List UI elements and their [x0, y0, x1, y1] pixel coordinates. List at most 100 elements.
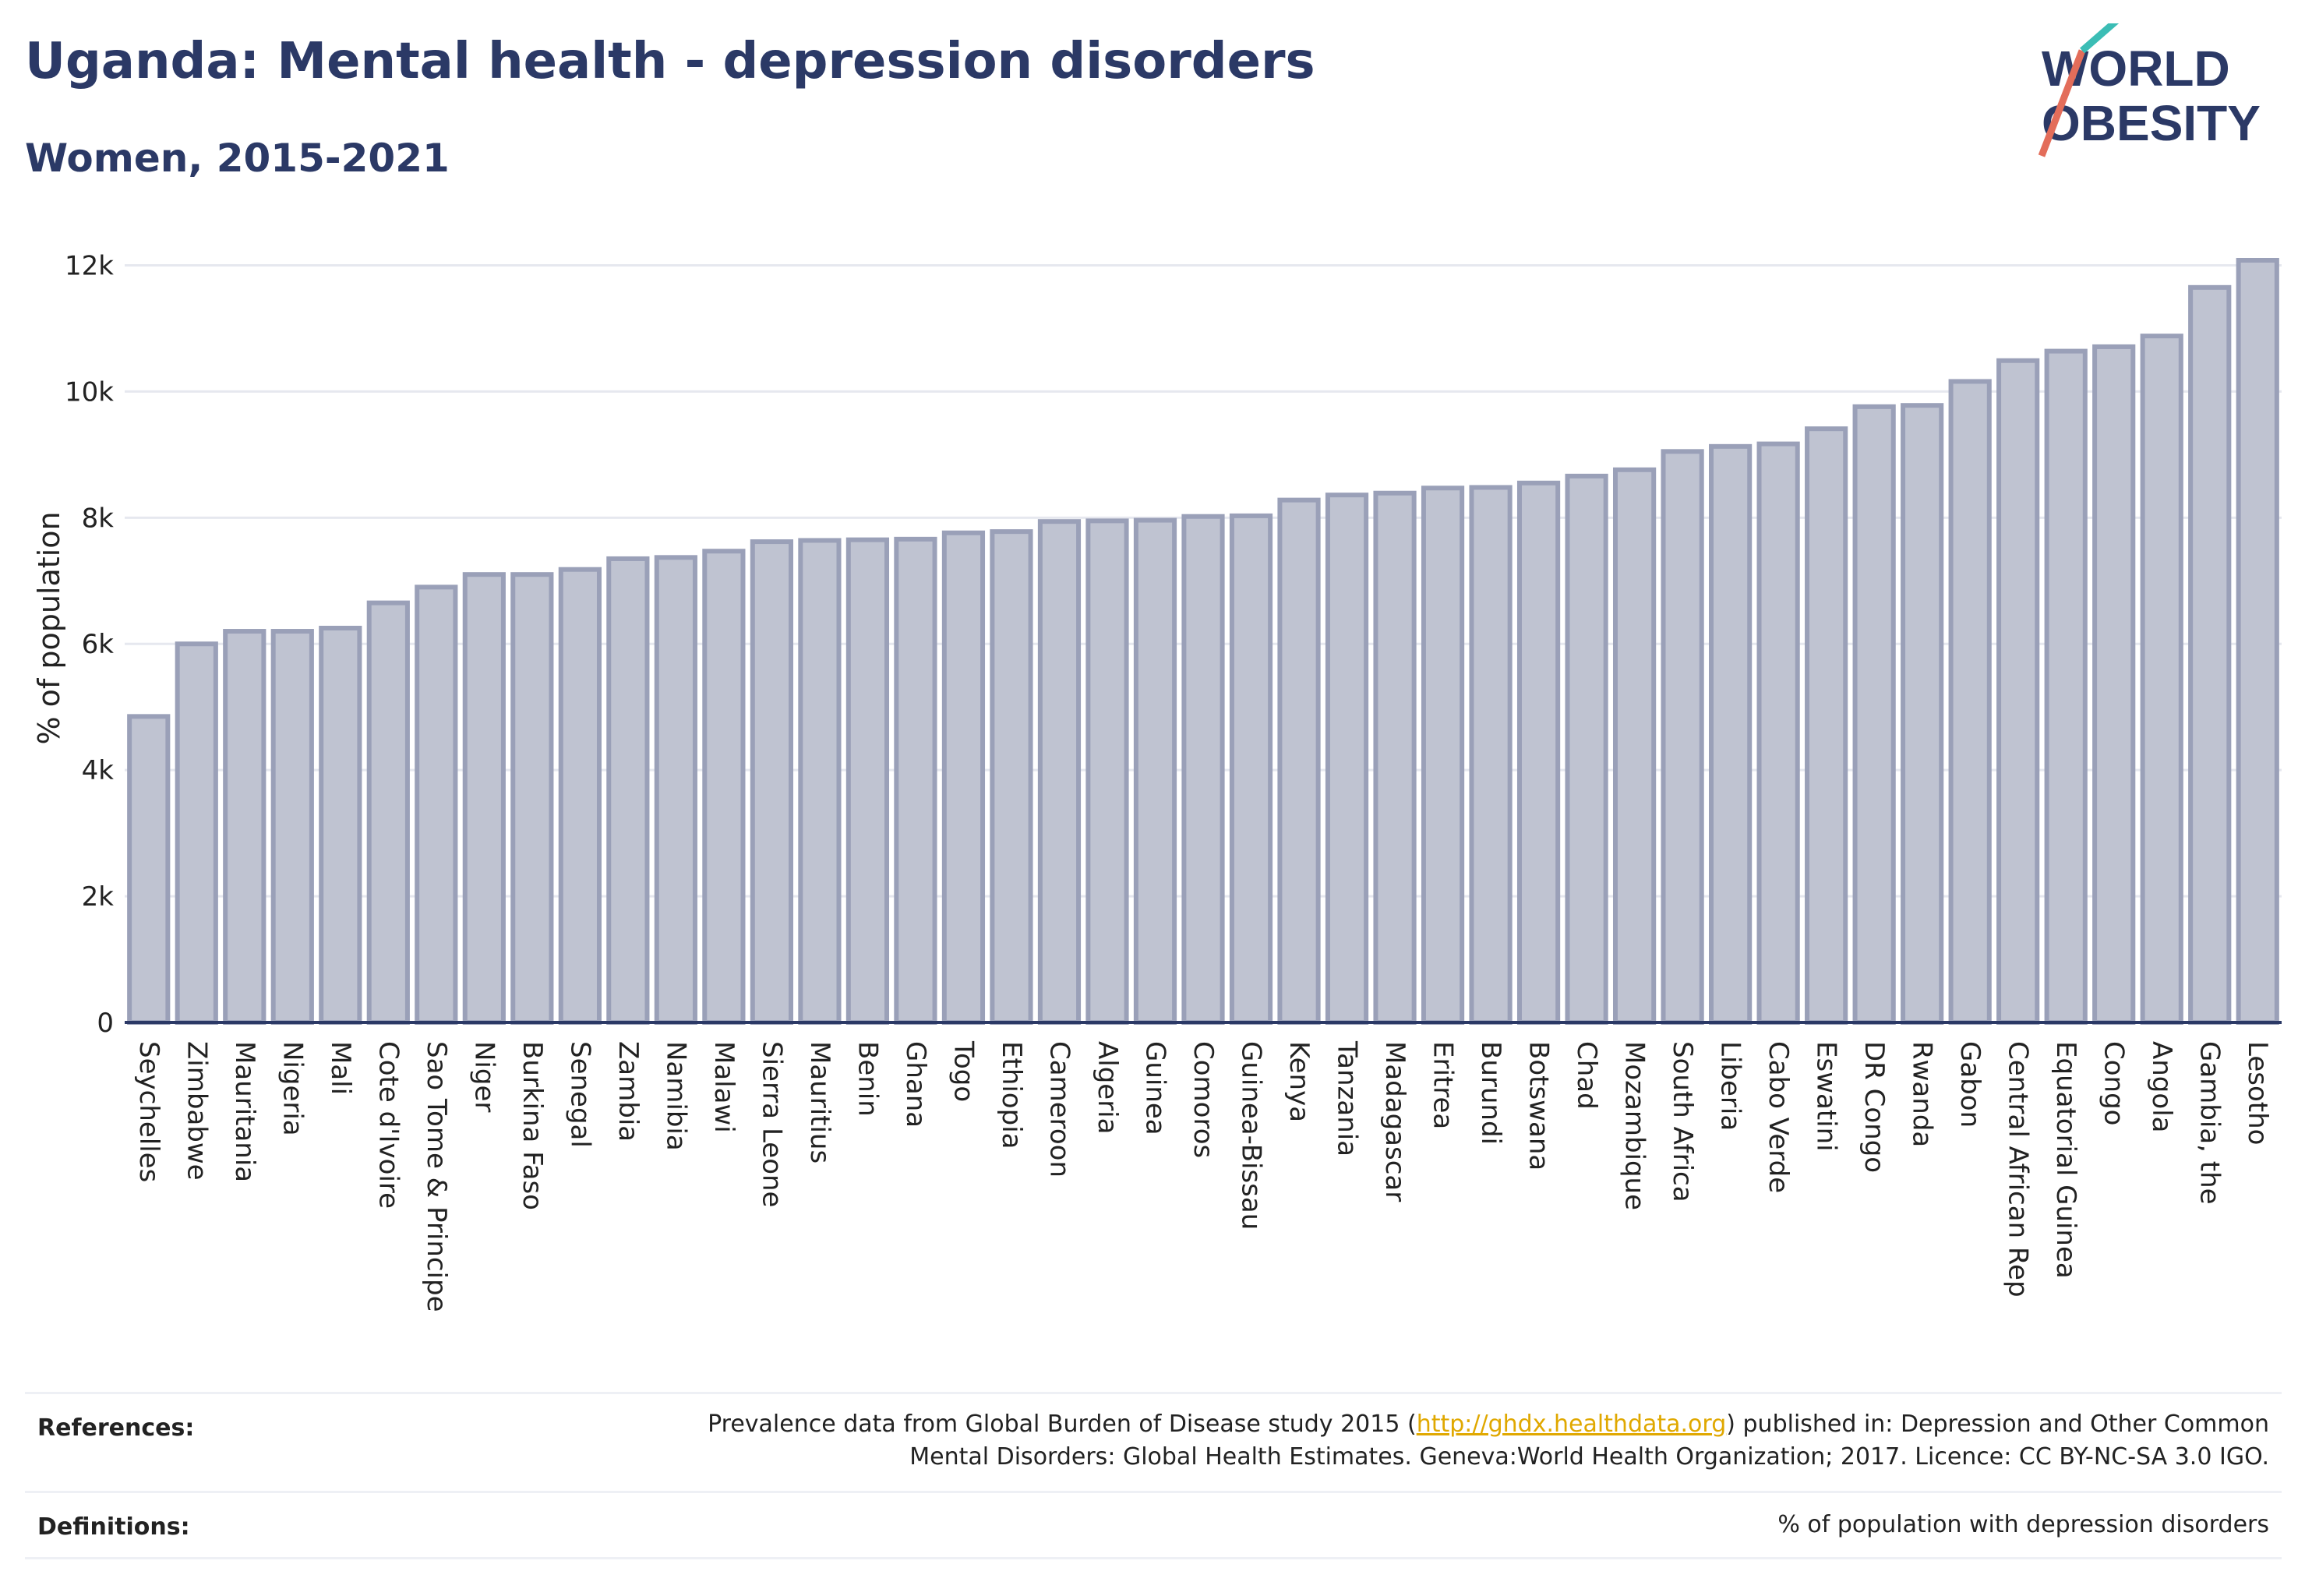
x-tick-label: Eritrea — [1428, 1041, 1459, 1129]
y-tick-label: 12k — [65, 250, 114, 281]
x-tick-label: Sierra Leone — [756, 1041, 787, 1207]
x-tick-label: Malawi — [708, 1041, 740, 1133]
bar-4 — [319, 626, 362, 1025]
bar-28 — [1469, 485, 1513, 1025]
bar-40 — [2044, 348, 2088, 1026]
x-tick-label: Burundi — [1475, 1041, 1506, 1145]
bar-21 — [1133, 517, 1177, 1025]
x-tick-label: Niger — [468, 1041, 499, 1112]
bar-19 — [1037, 519, 1082, 1025]
bar-35 — [1805, 426, 1848, 1025]
bar-11 — [654, 555, 697, 1025]
bar-41 — [2092, 344, 2136, 1025]
bar-29 — [1516, 480, 1561, 1025]
bar-10 — [606, 556, 650, 1025]
y-tick-label: 8k — [82, 503, 115, 534]
x-tick-label: Namibia — [660, 1041, 691, 1151]
bar-12 — [702, 549, 746, 1025]
y-tick-label: 6k — [82, 629, 115, 660]
references-line2: Mental Disorders: Global Health Estimate… — [909, 1443, 2269, 1471]
references-label: References: — [37, 1414, 195, 1442]
references-link[interactable]: http://ghdx.healthdata.org — [1416, 1411, 1727, 1438]
bar-38 — [1948, 379, 1992, 1025]
bar-13 — [750, 539, 794, 1025]
bar-6 — [415, 584, 458, 1025]
y-tick-label: 4k — [82, 755, 115, 786]
logo-slash-teal — [2080, 23, 2120, 54]
x-tick-label: Gabon — [1954, 1041, 1986, 1128]
x-tick-label: Burkina Faso — [517, 1041, 548, 1210]
x-tick-label: Mauritania — [229, 1041, 260, 1182]
bar-1 — [175, 641, 218, 1025]
bar-8 — [510, 572, 554, 1025]
bar-5 — [366, 600, 410, 1025]
x-tick-label: Algeria — [1092, 1041, 1123, 1134]
bar-2 — [223, 629, 267, 1025]
bar-15 — [845, 537, 890, 1025]
x-tick-label: South Africa — [1667, 1041, 1698, 1202]
bar-3 — [270, 629, 314, 1025]
bar-9 — [558, 567, 602, 1025]
bar-36 — [1852, 404, 1896, 1025]
bar-0 — [127, 714, 171, 1025]
x-tick-label: Rwanda — [1907, 1041, 1938, 1147]
x-tick-label: Seychelles — [133, 1041, 164, 1182]
x-tick-label: Mauritius — [804, 1041, 835, 1163]
bar-42 — [2140, 334, 2183, 1025]
chart-title: Uganda: Mental health - depression disor… — [25, 33, 1315, 90]
bar-18 — [990, 529, 1033, 1025]
x-tick-label: Lesotho — [2242, 1041, 2273, 1145]
x-tick-label: Sao Tome & Principe — [421, 1041, 452, 1312]
x-tick-label: Senegal — [564, 1041, 595, 1148]
x-tick-label: Zambia — [612, 1041, 644, 1142]
definitions-label: Definitions: — [37, 1513, 190, 1541]
references-text-after: ) published in: Depression and Other Com… — [1726, 1411, 2269, 1438]
bar-31 — [1612, 467, 1657, 1025]
x-tick-label: Ethiopia — [996, 1041, 1027, 1149]
x-tick-label: Cabo Verde — [1763, 1041, 1794, 1193]
x-tick-label: DR Congo — [1858, 1041, 1890, 1173]
bar-25 — [1325, 493, 1369, 1025]
y-tick-label: 10k — [65, 376, 114, 408]
x-tick-label: Benin — [852, 1041, 883, 1117]
bar-20 — [1085, 518, 1129, 1025]
x-tick-label: Liberia — [1715, 1041, 1746, 1131]
bar-30 — [1565, 473, 1608, 1025]
bar-23 — [1229, 513, 1273, 1025]
x-tick-label: Cameroon — [1043, 1041, 1075, 1178]
bar-17 — [941, 530, 986, 1025]
x-tick-label: Tanzania — [1332, 1040, 1363, 1156]
x-tick-label: Zimbabwe — [181, 1041, 212, 1181]
footer-notes: References: Prevalence data from Global … — [25, 1392, 2282, 1561]
y-tick-label: 2k — [82, 881, 115, 913]
bar-27 — [1421, 486, 1465, 1025]
bar-22 — [1181, 514, 1225, 1025]
bar-33 — [1709, 443, 1753, 1025]
bar-44 — [2236, 258, 2279, 1026]
world-obesity-logo: WORLD OBESITY — [2038, 23, 2261, 157]
x-tick-label: Cote d'Ivoire — [372, 1041, 404, 1209]
x-tick-label: Kenya — [1283, 1041, 1315, 1122]
x-tick-label: Guinea-Bissau — [1236, 1041, 1267, 1230]
x-tick-label: Ghana — [900, 1041, 931, 1128]
logo-slash-red — [2038, 49, 2086, 157]
x-tick-label: Guinea — [1139, 1041, 1170, 1135]
x-tick-label: Botswana — [1523, 1041, 1555, 1171]
x-tick-label: Angola — [2146, 1041, 2177, 1132]
bar-14 — [798, 538, 842, 1025]
definitions-row: Definitions: % of population with depres… — [25, 1491, 2282, 1557]
references-text: Prevalence data from Global Burden of Di… — [708, 1408, 2269, 1474]
bar-26 — [1373, 490, 1417, 1025]
x-tick-label: Equatorial Guinea — [2050, 1041, 2081, 1279]
x-tick-label: Madagascar — [1379, 1041, 1410, 1202]
chart-subtitle: Women, 2015-2021 — [25, 136, 450, 181]
references-text-before: Prevalence data from Global Burden of Di… — [708, 1411, 1417, 1438]
bar-39 — [1996, 358, 2040, 1025]
x-tick-label: Chad — [1571, 1041, 1602, 1110]
bar-chart: 0 2k 4k 6k 8k 10k 12k % of population Seychelles… — [32, 250, 2282, 1312]
x-tick-label: Togo — [948, 1040, 979, 1102]
x-tick-label: Comoros — [1188, 1041, 1219, 1158]
bar-32 — [1661, 449, 1704, 1025]
bar-24 — [1277, 497, 1321, 1025]
x-tick-label: Mozambique — [1619, 1041, 1650, 1210]
